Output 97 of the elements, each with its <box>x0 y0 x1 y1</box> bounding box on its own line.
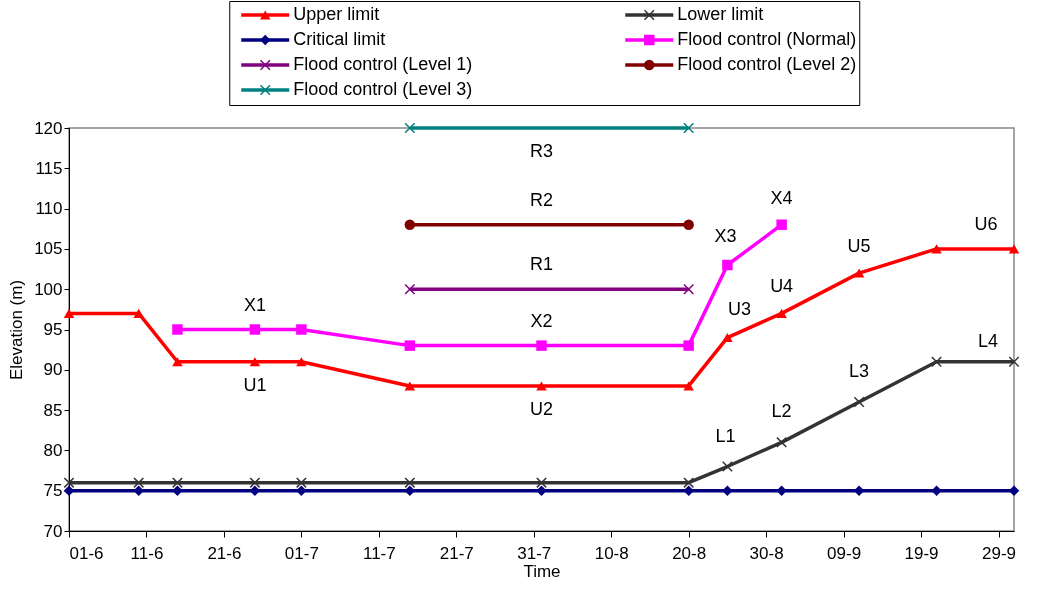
y-tick-label: 90 <box>43 360 63 380</box>
point <box>172 357 183 367</box>
annotation: R3 <box>530 141 554 161</box>
x-tick-label: 01-6 <box>69 543 104 563</box>
point <box>853 268 865 278</box>
x-tick-label: 29-9 <box>982 543 1017 563</box>
annotation: L3 <box>849 361 870 382</box>
y-tick-label: 95 <box>43 320 63 339</box>
point <box>63 308 75 318</box>
point <box>404 283 416 295</box>
point <box>249 477 261 488</box>
x-tick-label: 21-7 <box>439 543 474 563</box>
x-tick-label: 09-9 <box>827 543 862 563</box>
annotation: X4 <box>770 187 793 208</box>
point <box>296 485 307 496</box>
point <box>536 477 547 488</box>
point <box>172 477 183 488</box>
point <box>172 485 183 496</box>
annotation: X3 <box>714 226 737 247</box>
legend-label: Lower limit <box>677 4 764 24</box>
annotation: U3 <box>727 298 751 319</box>
y-tick-label: 115 <box>35 158 63 178</box>
y-tick-label: 75 <box>43 481 63 501</box>
point <box>853 396 865 408</box>
point <box>296 477 307 488</box>
point <box>536 485 547 496</box>
point <box>931 356 942 367</box>
y-tick-label: 70 <box>43 521 63 541</box>
point <box>249 324 261 335</box>
point <box>133 485 144 496</box>
y-tick-label: 100 <box>34 279 63 299</box>
annotation: U6 <box>974 213 998 234</box>
y-tick-label: 120 <box>34 118 63 138</box>
point <box>404 340 416 351</box>
point <box>536 340 547 351</box>
point <box>404 122 416 134</box>
x-tick-label: 01-7 <box>284 543 319 563</box>
point <box>536 381 547 391</box>
annotation: U1 <box>243 374 267 395</box>
point <box>776 308 787 318</box>
y-tick-label: 105 <box>34 239 63 259</box>
y-axis-title: Elevation (m) <box>7 279 27 381</box>
point <box>683 122 694 134</box>
point <box>683 340 694 351</box>
point <box>722 461 733 472</box>
annotation: X2 <box>530 310 553 331</box>
point <box>683 485 694 496</box>
point <box>296 357 307 367</box>
point <box>404 219 416 230</box>
legend-label: Flood control (Level 2) <box>677 54 857 74</box>
point <box>931 485 942 496</box>
point <box>133 477 144 488</box>
annotation: L2 <box>771 401 792 422</box>
point <box>404 477 416 488</box>
x-axis-title: Time <box>523 561 561 581</box>
point <box>722 259 733 271</box>
x-tick-label: 21-6 <box>207 543 242 563</box>
annotation: L4 <box>977 330 999 351</box>
annotation: U4 <box>770 276 794 297</box>
x-tick-label: 11-7 <box>362 543 396 563</box>
point <box>133 308 144 318</box>
legend-label: Flood control (Level 1) <box>293 54 473 74</box>
annotation: U2 <box>530 398 554 419</box>
point <box>931 244 942 254</box>
x-tick-label: 19-9 <box>904 543 939 563</box>
point <box>683 283 694 295</box>
legend-label: Flood control (Level 3) <box>293 79 473 99</box>
y-tick-label: 80 <box>43 440 63 460</box>
point <box>722 333 733 343</box>
point <box>1008 244 1020 254</box>
point <box>683 219 694 230</box>
annotation: U5 <box>847 236 871 257</box>
annotation: R2 <box>530 189 554 210</box>
point <box>404 381 416 391</box>
point <box>249 357 261 367</box>
x-tick-label: 20-8 <box>672 543 707 563</box>
legend-label: Critical limit <box>293 29 386 49</box>
point <box>776 437 787 448</box>
point <box>776 219 787 230</box>
legend-label: Upper limit <box>293 4 380 24</box>
point <box>776 485 787 496</box>
x-tick-label: 30-8 <box>749 543 784 563</box>
x-tick-label: 10-8 <box>594 543 629 563</box>
annotation: X1 <box>243 294 266 315</box>
point <box>722 485 733 496</box>
point <box>683 477 694 488</box>
x-tick-label: 11-6 <box>130 543 164 563</box>
point <box>172 324 183 335</box>
point <box>296 324 307 335</box>
point <box>1008 356 1020 367</box>
annotation: L1 <box>715 425 736 446</box>
annotation: R1 <box>530 254 554 275</box>
point <box>63 477 75 488</box>
y-tick-label: 85 <box>43 400 63 420</box>
x-tick-label: 31-7 <box>517 543 552 563</box>
legend-label: Flood control (Normal) <box>677 29 857 49</box>
y-tick-label: 110 <box>35 199 63 219</box>
